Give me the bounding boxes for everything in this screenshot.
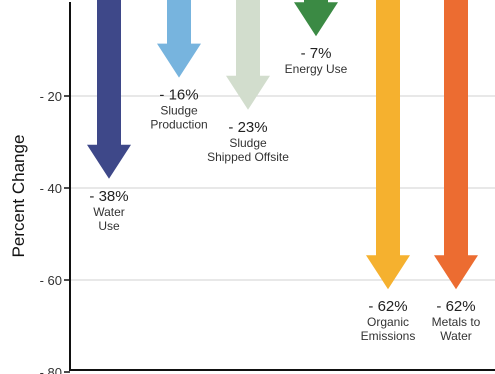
category-label: Energy Use <box>285 62 348 76</box>
value-label: - 62% <box>368 298 407 315</box>
value-label: - 7% <box>301 45 332 62</box>
y-tick-label: - 80 <box>40 365 62 374</box>
category-label: Organic <box>367 315 409 329</box>
category-label: Production <box>150 118 207 132</box>
category-label: Sludge <box>229 136 267 150</box>
y-tick-label: - 60 <box>40 273 62 288</box>
category-label: Use <box>98 219 120 233</box>
value-label: - 38% <box>89 188 128 205</box>
arrow-bar <box>87 0 131 179</box>
value-label: - 62% <box>436 298 475 315</box>
category-label: Emissions <box>361 329 416 343</box>
arrow-bar <box>294 0 338 37</box>
category-label: Water <box>440 329 472 343</box>
category-label: Shipped Offsite <box>207 150 289 164</box>
category-label: Water <box>93 205 125 219</box>
value-label: - 23% <box>228 119 267 136</box>
y-axis-ticks: - 20 - 40 - 60 - 80 <box>40 89 70 374</box>
arrow-bar <box>366 0 410 290</box>
arrow-bar <box>226 0 270 110</box>
category-label: Metals to <box>432 315 481 329</box>
y-tick-label: - 40 <box>40 181 62 196</box>
arrow-series <box>87 0 478 290</box>
category-label: Sludge <box>160 104 198 118</box>
arrow-bar <box>434 0 478 290</box>
arrow-bar <box>157 0 201 78</box>
gridlines <box>70 95 495 281</box>
y-tick-label: - 20 <box>40 89 62 104</box>
y-axis-label: Percent Change <box>9 135 28 258</box>
value-label: - 16% <box>159 87 198 104</box>
